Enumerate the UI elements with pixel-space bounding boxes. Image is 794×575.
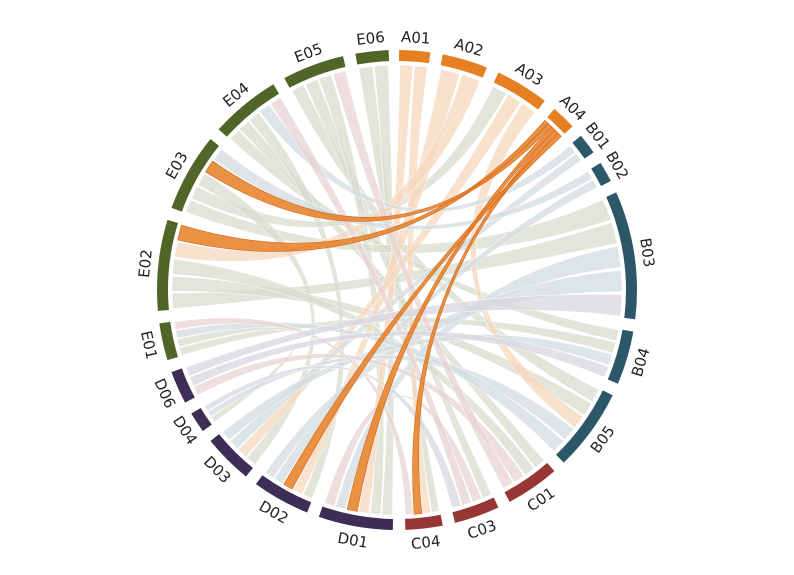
segment-arc-a04[interactable]: [547, 108, 573, 134]
segment-arc-b02[interactable]: [591, 162, 611, 187]
segment-label-b04: B04: [628, 346, 654, 379]
segment-label-e06: E06: [355, 28, 385, 49]
ribbon[interactable]: [274, 179, 598, 485]
segment-arc-d06[interactable]: [171, 368, 195, 403]
segment-arc-layer: [157, 50, 637, 530]
ribbon[interactable]: [259, 104, 576, 213]
segment-label-d06: D06: [150, 376, 179, 411]
segment-arc-e05[interactable]: [284, 56, 346, 88]
segment-arc-e04[interactable]: [218, 84, 280, 137]
ribbon[interactable]: [229, 153, 582, 449]
segment-arc-b01[interactable]: [572, 135, 594, 159]
segment-label-e01: E01: [137, 329, 161, 361]
ribbon[interactable]: [332, 70, 514, 489]
ribbon[interactable]: [189, 330, 609, 387]
segment-label-e02: E02: [135, 248, 156, 278]
ribbon[interactable]: [470, 102, 584, 429]
segment-label-c03: C03: [465, 516, 499, 543]
segment-arc-a03[interactable]: [493, 72, 545, 110]
segment-label-b03: B03: [636, 237, 658, 269]
ribbon-layer: [171, 64, 623, 516]
segment-arc-e06[interactable]: [355, 50, 390, 65]
segment-label-e05: E05: [292, 40, 325, 67]
highlighted-ribbon-layer: [177, 119, 562, 515]
segment-arc-d03[interactable]: [210, 434, 253, 477]
segment-arc-e02[interactable]: [157, 219, 179, 311]
segment-arc-b04[interactable]: [607, 329, 634, 384]
ribbon-highlighted[interactable]: [346, 126, 556, 512]
segment-label-d01: D01: [336, 529, 369, 552]
segment-arc-a02[interactable]: [440, 54, 487, 78]
segment-arc-d04[interactable]: [191, 407, 212, 432]
segment-arc-d02[interactable]: [255, 475, 312, 513]
segment-arc-b03[interactable]: [606, 192, 637, 320]
ribbon[interactable]: [203, 365, 462, 509]
segment-arc-e03[interactable]: [171, 138, 220, 212]
segment-label-a01: A01: [400, 28, 431, 48]
segment-arc-c01[interactable]: [504, 462, 555, 502]
ribbon[interactable]: [358, 64, 414, 514]
segment-label-a02: A02: [452, 35, 485, 61]
segment-arc-a01[interactable]: [398, 50, 431, 64]
ribbon[interactable]: [172, 258, 535, 476]
ribbon[interactable]: [175, 321, 564, 452]
segment-arc-c04[interactable]: [404, 514, 443, 530]
ribbon[interactable]: [249, 112, 345, 499]
segment-arc-b05[interactable]: [556, 390, 613, 463]
ribbon[interactable]: [238, 94, 522, 458]
ribbon[interactable]: [264, 270, 623, 479]
ribbon-highlighted[interactable]: [283, 132, 562, 490]
segment-arc-e01[interactable]: [159, 321, 179, 361]
ribbon-highlighted[interactable]: [205, 123, 552, 222]
segment-arc-d01[interactable]: [318, 506, 394, 530]
segment-label-c04: C04: [410, 532, 441, 553]
segment-arc-c03[interactable]: [452, 497, 499, 523]
